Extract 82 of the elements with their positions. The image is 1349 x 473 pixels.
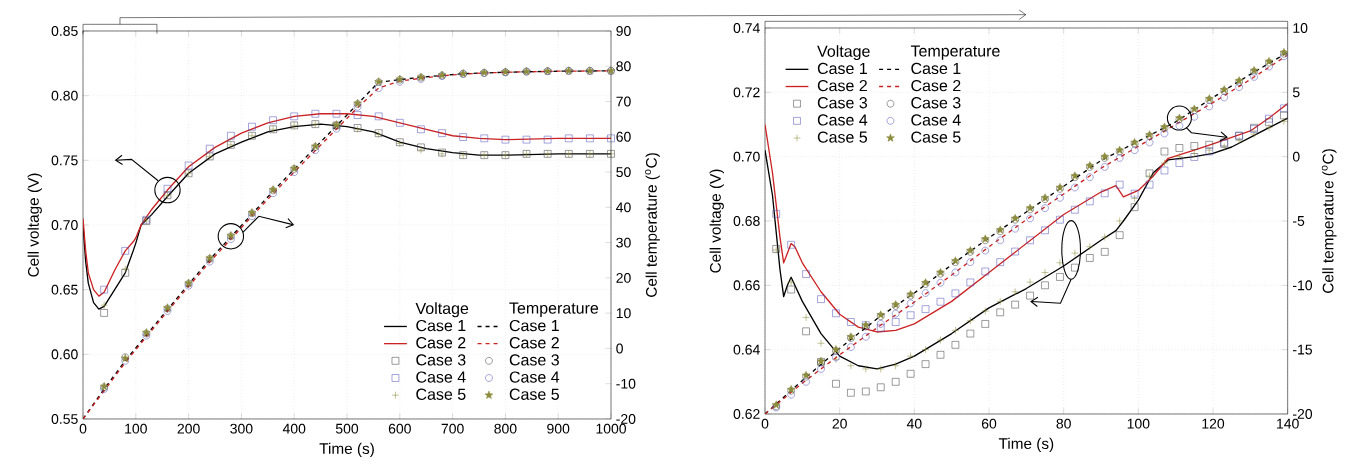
annotation: Temperature — [910, 45, 1000, 60]
legend-label: Case 5 — [911, 131, 961, 143]
y2-tick-label: -15 — [1293, 344, 1313, 355]
y-tick-label: 0.70 — [733, 151, 760, 162]
y-tick-label: 0.70 — [51, 220, 78, 230]
legend-label: Case 1 — [817, 62, 867, 75]
x-tick-label: 80 — [1056, 418, 1071, 429]
y2-tick-label: 50 — [616, 167, 631, 178]
x-tick-label: 120 — [1202, 418, 1225, 429]
annotation: Temperature — [509, 302, 599, 317]
y2-tick-label: 10 — [616, 308, 631, 319]
y2-tick-label: -20 — [1293, 409, 1313, 419]
y2-tick-label: 60 — [616, 131, 631, 142]
y2-tick-label: 20 — [616, 272, 631, 283]
y-tick-label: 0.65 — [51, 284, 78, 295]
x-tick-label: 800 — [494, 423, 517, 434]
y-tick-label: 0.60 — [51, 349, 78, 360]
legend-label: Case 4 — [911, 114, 961, 126]
y-axis-title: Cell voltage (V) — [709, 169, 724, 273]
legend-label: Case 4 — [817, 114, 868, 126]
y-tick-label: 0.62 — [733, 409, 760, 419]
y2-axis-title: Cell temperature ($^{o}$C) — [1321, 149, 1337, 293]
legend-label: Case 3 — [509, 354, 559, 366]
legend-label: Case 2 — [911, 79, 961, 92]
y-tick-label: 0.72 — [733, 87, 760, 98]
annotation: Voltage — [415, 302, 469, 318]
y2-tick-label: 70 — [616, 96, 631, 107]
legend-label: Case 3 — [817, 97, 868, 109]
x-tick-label: 1000 — [596, 423, 627, 434]
y-tick-label: 0.68 — [733, 216, 760, 226]
y2-tick-label: -10 — [616, 378, 636, 389]
y-tick-label: 0.64 — [733, 344, 760, 355]
y-tick-label: 0.55 — [51, 414, 78, 424]
legend-label: Case 5 — [416, 388, 466, 400]
x-tick-label: 140 — [1277, 418, 1299, 429]
x-tick-label: 200 — [177, 423, 200, 434]
y2-tick-label: 0 — [1292, 151, 1300, 162]
annotation: Voltage — [817, 45, 870, 61]
legend-label: Case 3 — [911, 97, 961, 109]
x-tick-label: 700 — [441, 423, 464, 434]
legend-label: Case 2 — [416, 337, 466, 349]
y-tick-label: 0.85 — [51, 26, 78, 36]
x-tick-label: 0 — [79, 423, 87, 434]
x-tick-label: 900 — [547, 423, 570, 434]
y2-tick-label: -10 — [1293, 280, 1313, 291]
x-axis-title: Time (s) — [319, 442, 374, 458]
legend-label: Case 5 — [509, 388, 559, 400]
x-tick-label: 40 — [906, 418, 922, 429]
x-tick-label: 0 — [761, 418, 769, 429]
y2-tick-label: 10 — [1293, 23, 1308, 33]
x-tick-label: 400 — [282, 423, 306, 434]
y-tick-label: 0.74 — [733, 23, 760, 33]
y2-tick-label: 80 — [616, 61, 631, 72]
y-tick-label: 0.66 — [733, 280, 760, 291]
legend-label: Case 1 — [416, 319, 466, 332]
x-tick-label: 60 — [981, 418, 997, 429]
y2-tick-label: -20 — [616, 414, 636, 424]
x-tick-label: 100 — [1127, 418, 1150, 429]
y2-tick-label: 0 — [616, 343, 623, 354]
y2-tick-label: 5 — [1292, 87, 1300, 98]
legend-label: Case 3 — [416, 354, 466, 366]
x-tick-label: 300 — [230, 423, 253, 434]
legend-label: Case 5 — [817, 131, 868, 143]
legend-label: Case 2 — [509, 337, 559, 349]
x-axis-title: Time (s) — [998, 437, 1054, 453]
x-tick-label: 600 — [388, 423, 411, 434]
y-axis-title: Cell voltage (V) — [27, 173, 42, 277]
y-tick-label: 0.80 — [51, 90, 78, 101]
legend-label: Case 4 — [416, 371, 466, 383]
legend-label: Case 1 — [509, 319, 559, 332]
y2-axis-title: Cell temperature ($^{o}$C) — [645, 153, 660, 297]
y2-tick-label: 30 — [616, 237, 631, 248]
legend-label: Case 4 — [509, 371, 560, 383]
legend-label: Case 1 — [911, 62, 961, 75]
x-tick-label: 100 — [125, 423, 147, 434]
y2-tick-label: 40 — [616, 202, 631, 213]
x-tick-label: 500 — [335, 423, 359, 434]
legend-label: Case 2 — [817, 79, 867, 92]
x-tick-label: 20 — [832, 418, 847, 429]
y2-tick-label: -5 — [1293, 216, 1305, 226]
y-tick-label: 0.75 — [51, 155, 78, 166]
y2-tick-label: 90 — [616, 26, 631, 36]
